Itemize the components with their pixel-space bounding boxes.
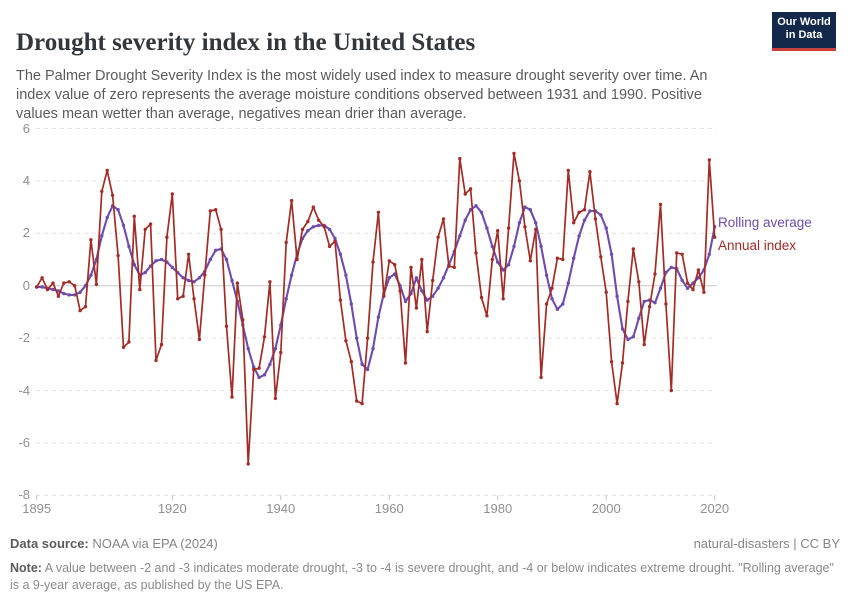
legend-rolling-average[interactable]: Rolling average [718, 215, 812, 230]
annual-index-markers [35, 151, 717, 466]
x-axis-tick-label: 2000 [591, 501, 621, 517]
y-axis-tick-label: 2 [22, 225, 30, 241]
data-source-label: Data source: [10, 536, 89, 551]
owid-logo-line2: in Data [785, 29, 823, 41]
x-axis-tick-label: 1895 [22, 501, 52, 517]
owid-logo-line1: Our World [777, 16, 831, 28]
x-axis-tick-label: 1920 [157, 501, 187, 517]
y-axis-tick-label: -4 [18, 382, 30, 398]
page-title: Drought severity index in the United Sta… [16, 28, 476, 56]
y-axis-tick-label: 6 [22, 120, 30, 136]
legend-annual-index[interactable]: Annual index [718, 238, 797, 253]
note-text: A value between -2 and -3 indicates mode… [10, 561, 834, 592]
x-axis-tick-label: 1960 [374, 501, 404, 517]
chart-footer: Data source: NOAA via EPA (2024) natural… [10, 536, 840, 594]
y-axis-tick-label: -6 [18, 434, 30, 450]
footnote: Note: A value between -2 and -3 indicate… [10, 560, 840, 594]
data-source-line: Data source: NOAA via EPA (2024) [10, 536, 218, 551]
plot-area[interactable] [36, 122, 716, 500]
data-source-text: NOAA via EPA (2024) [88, 536, 218, 551]
note-label: Note: [10, 561, 42, 575]
x-axis-tick-label: 1980 [483, 501, 513, 517]
x-axis-tick-label: 2020 [700, 501, 730, 517]
y-axis-tick-label: -2 [18, 330, 30, 346]
owid-logo[interactable]: Our World in Data [772, 12, 836, 51]
y-axis-tick-label: 0 [22, 277, 30, 293]
y-axis-tick-label: -8 [18, 487, 30, 503]
attribution-link[interactable]: natural-disasters | CC BY [693, 536, 840, 551]
y-axis-tick-label: 4 [22, 172, 30, 188]
x-axis-tick-label: 1940 [266, 501, 296, 517]
chart-subtitle: The Palmer Drought Severity Index is the… [16, 67, 708, 122]
